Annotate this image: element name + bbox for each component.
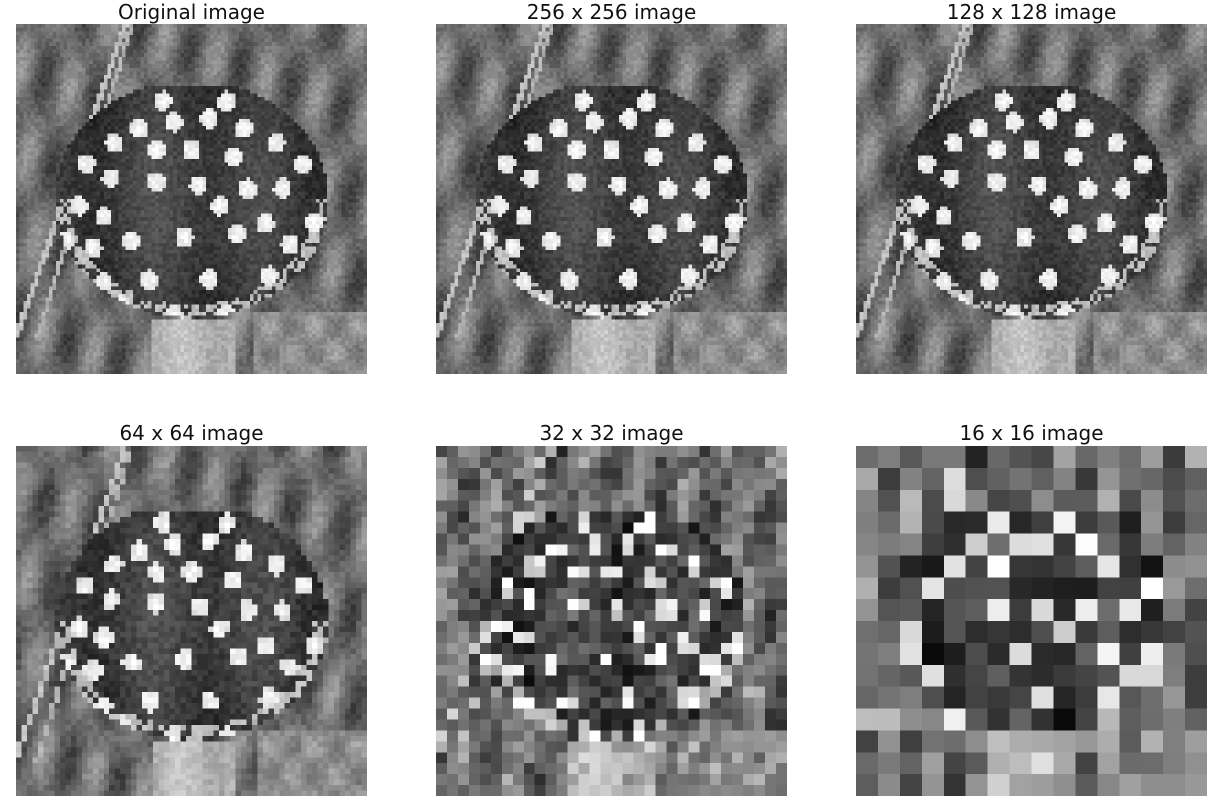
panel-title: 128 x 128 image: [856, 0, 1207, 24]
pixel-grid: [16, 24, 367, 374]
panel-title: Original image: [16, 0, 367, 24]
panel-title: 256 x 256 image: [436, 0, 787, 24]
mushroom-image-16: [856, 446, 1207, 796]
pixel-grid: [856, 446, 1207, 796]
mushroom-image-128: [856, 24, 1207, 374]
pixel-grid: [16, 446, 367, 796]
pixel-grid: [436, 446, 787, 796]
mushroom-image-32: [436, 446, 787, 796]
pixel-grid: [436, 24, 787, 374]
panel-title: 16 x 16 image: [856, 421, 1207, 445]
pixel-grid: [856, 24, 1207, 374]
mushroom-image-256: [436, 24, 787, 374]
panel-title: 32 x 32 image: [436, 421, 787, 445]
mushroom-image-original: [16, 24, 367, 374]
panel-title: 64 x 64 image: [16, 421, 367, 445]
mushroom-image-64: [16, 446, 367, 796]
